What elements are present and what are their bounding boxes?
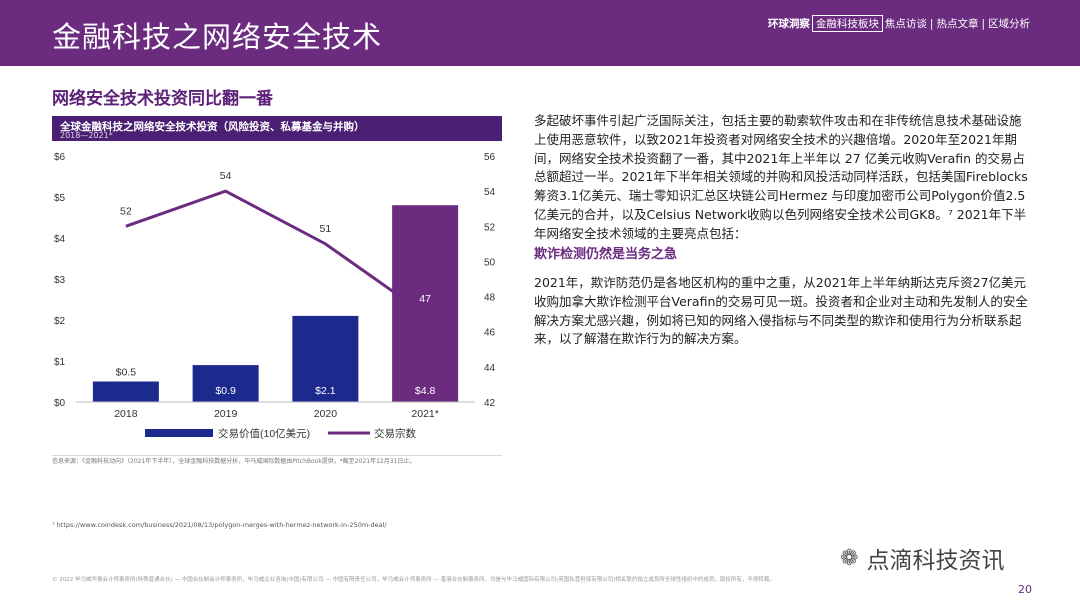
left-axis-tick-label: $3 <box>54 275 66 286</box>
line-data-label: 52 <box>120 205 132 217</box>
line-data-label: 54 <box>220 170 232 182</box>
footnote: ⁷ https://www.coindesk.com/business/2021… <box>52 521 387 529</box>
line-data-label: 47 <box>419 293 431 305</box>
right-axis-tick-label: 46 <box>484 328 496 339</box>
page-number: 20 <box>1018 583 1032 596</box>
page-title: 金融科技之网络安全技术 <box>52 20 383 54</box>
nav-item-hot-articles[interactable]: 热点文章 <box>936 18 979 30</box>
wechat-icon: ❁ <box>840 545 859 571</box>
bar <box>292 315 359 402</box>
nav-separator: | <box>929 17 934 30</box>
source-note: 信息来源：《金融科技动向》（2021年下半年），全球金融科技数据分析，毕马威国际… <box>52 458 416 465</box>
right-axis-tick-label: 52 <box>484 222 496 233</box>
chart-subtitle: 2018—2021* <box>60 131 113 140</box>
legend-swatch-deal-value <box>145 429 213 437</box>
bar <box>92 381 159 402</box>
investment-chart: $0 $1 $2 $3 $4 $5 $6 42 44 46 48 50 52 54 56 $0.5 2018 $0… <box>54 152 496 440</box>
x-axis-tick-label: 2020 <box>314 408 338 420</box>
legend-label-deal-count: 交易宗数 <box>374 427 416 440</box>
nav-separator: | <box>981 17 985 30</box>
left-axis-tick-label: $4 <box>54 234 66 245</box>
bar-data-label: $0.5 <box>116 367 137 379</box>
nav-item-fintech-sector[interactable]: 金融科技板块 <box>811 15 883 32</box>
subheading-fraud-detection: 欺诈检测仍然是当务之急 <box>534 247 678 262</box>
bar <box>192 365 259 402</box>
deal-count-line <box>125 189 426 316</box>
line-data-label: 51 <box>320 223 332 235</box>
section-title: 网络安全技术投资同比翻一番 <box>52 89 273 109</box>
nav-item-focus-interview[interactable]: 焦点访谈 <box>884 18 927 30</box>
left-axis-tick-label: $1 <box>54 357 66 368</box>
watermark-text: 点滴科技资讯 <box>866 548 1005 574</box>
body-paragraph-2: 2021年，欺诈防范仍是各地区机构的重中之重，从2021年上半年纳斯达克斥资27… <box>534 275 1028 347</box>
bar <box>392 205 459 402</box>
chart-header: 全球金融科技之网络安全技术投资（风险投资、私募基金与并购） 2018—2021* <box>52 116 502 141</box>
body-paragraph-1: 多起破坏事件引起广泛国际关注，包括主要的勒索软件攻击和在非传统信息技术基础设施上… <box>534 113 1028 241</box>
watermark: ❁ 点滴科技资讯 <box>840 541 1004 575</box>
right-axis-tick-label: 54 <box>484 187 496 198</box>
right-axis-tick-label: 42 <box>484 398 496 409</box>
x-axis-tick-label: 2021* <box>411 408 438 420</box>
bar-data-label: $2.1 <box>315 385 336 397</box>
copyright-notice: © 2022 毕马威华振会计师事务所(特殊普通合伙) — 中国合伙制会计师事务所… <box>52 577 775 583</box>
nav-item-regional-analysis[interactable]: 区域分析 <box>988 18 1030 30</box>
right-axis-tick-label: 50 <box>484 257 496 268</box>
header-bar: 金融科技之网络安全技术 环球洞察 金融科技板块 焦点访谈 | 热点文章 | 区域… <box>0 0 1080 66</box>
chart-panel: 全球金融科技之网络安全技术投资（风险投资、私募基金与并购） 2018—2021*… <box>52 116 502 456</box>
x-axis-tick-label: 2019 <box>214 408 238 420</box>
nav-item-global-insight[interactable]: 环球洞察 <box>767 18 810 30</box>
left-axis-tick-label: $2 <box>54 316 66 327</box>
legend-label-deal-value: 交易价值(10亿美元) <box>218 427 310 440</box>
x-axis-tick-label: 2018 <box>114 408 138 420</box>
left-axis-tick-label: $0 <box>54 398 66 409</box>
left-axis-tick-label: $6 <box>54 152 66 163</box>
left-axis-tick-label: $5 <box>54 193 66 204</box>
chart-title: 全球金融科技之网络安全技术投资（风险投资、私募基金与并购） <box>60 121 365 133</box>
bar-data-label: $4.8 <box>415 385 436 397</box>
bar-data-label: $0.9 <box>215 385 236 397</box>
right-axis-tick-label: 56 <box>484 152 496 163</box>
right-axis-tick-label: 44 <box>484 363 496 374</box>
right-axis-tick-label: 48 <box>484 293 496 304</box>
top-nav: 环球洞察 金融科技板块 焦点访谈 | 热点文章 | 区域分析 <box>766 15 1032 32</box>
